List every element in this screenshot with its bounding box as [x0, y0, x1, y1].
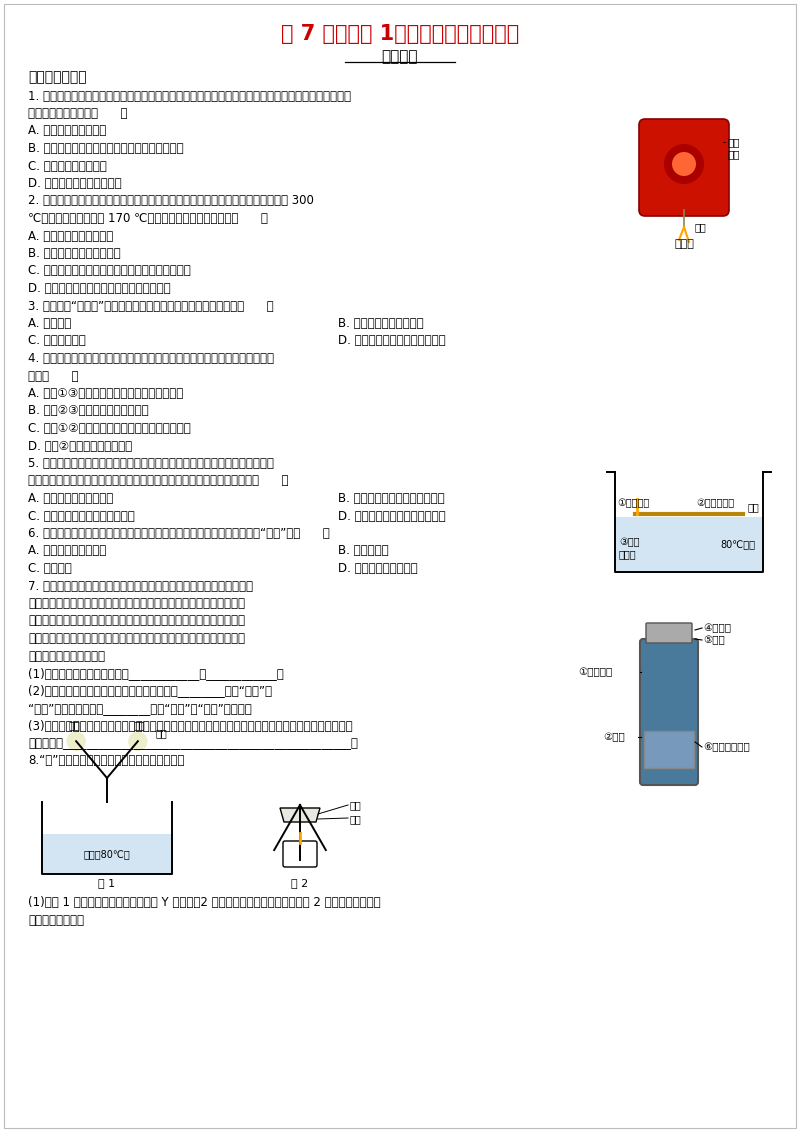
Text: 气球: 气球: [156, 728, 168, 738]
Text: ④通风口: ④通风口: [703, 623, 731, 633]
Text: (1)如图 1 所示，将白磷和红磷分装于 Y 形试管的2 个支管中，管口系牢小气球，将 2 个支管同时伸入相: (1)如图 1 所示，将白磷和红磷分装于 Y 形试管的2 个支管中，管口系牢小气…: [28, 897, 381, 909]
FancyBboxPatch shape: [640, 638, 698, 784]
Text: 的液体（主要是丁烷）在室温下被汽化释放出来，遇到锄、钒产生的火: 的液体（主要是丁烷）在室温下被汽化释放出来，遇到锄、钒产生的火: [28, 632, 245, 645]
Text: 车起火的直接原因是（      ）: 车起火的直接原因是（ ）: [28, 108, 127, 120]
Text: (1)可燃物燃烧的两个条件是：____________，____________。: (1)可燃物燃烧的两个条件是：____________，____________…: [28, 667, 284, 680]
Text: A. 散热更快: A. 散热更快: [28, 317, 71, 331]
Text: ①白磷燃烧: ①白磷燃烧: [617, 498, 650, 508]
Text: 一、燃烧的条件: 一、燃烧的条件: [28, 70, 86, 84]
Text: 6. 一个烟头可能引起一场火灾，防火要从细节做起。烟头在火灾发生中的“罪状”是（      ）: 6. 一个烟头可能引起一场火灾，防火要从细节做起。烟头在火灾发生中的“罪状”是（…: [28, 528, 330, 540]
Text: D. 现象②说明红磷不是可燃物: D. 现象②说明红磷不是可燃物: [28, 439, 132, 453]
Text: ③白磷
不燃烧: ③白磷 不燃烧: [619, 538, 639, 559]
Text: 1. 一辆严重超载货车在急速下坡时轮胎发生燃烧，导致货车起火，造成人员和财产的重大捯失。造成货: 1. 一辆严重超载货车在急速下坡时轮胎发生燃烧，导致货车起火，造成人员和财产的重…: [28, 89, 351, 103]
FancyBboxPatch shape: [639, 119, 729, 216]
Text: ②红磷不燃烧: ②红磷不燃烧: [696, 498, 734, 508]
FancyBboxPatch shape: [644, 731, 694, 767]
Text: C. 大风为燃烧提供了充足的氧气: C. 大风为燃烧提供了充足的氧气: [28, 509, 134, 523]
Text: 花燃烧起来，完成点火。: 花燃烧起来，完成点火。: [28, 650, 105, 662]
Text: 白磷: 白磷: [68, 720, 80, 730]
Text: 红磷: 红磷: [134, 720, 146, 730]
Circle shape: [664, 144, 704, 185]
Text: 同深度的热水中。: 同深度的热水中。: [28, 914, 84, 926]
Text: B. 烧着的纸提高了草木的着灯点: B. 烧着的纸提高了草木的着灯点: [338, 492, 445, 505]
Text: D. 风将热量吹散后纸质灯罩的着灯点降低了: D. 风将热量吹散后纸质灯罩的着灯点降低了: [28, 282, 170, 295]
Bar: [616, 517, 762, 572]
Text: 热水（80℃）: 热水（80℃）: [84, 849, 130, 859]
Text: ℃，但纸质（着火点约 170 ℃）灯罩却没被点燃的原因是（      ）: ℃，但纸质（着火点约 170 ℃）灯罩却没被点燃的原因是（ ）: [28, 212, 268, 225]
Text: 铁板: 铁板: [350, 814, 362, 824]
Text: D. 用水浇灭是降低燃烧物的温度: D. 用水浇灭是降低燃烧物的温度: [338, 509, 446, 523]
Text: 里的金属锄和钒就开始燃烧，迸射出火花，与此同时，保存在打火机里: 里的金属锄和钒就开始燃烧，迸射出火花，与此同时，保存在打火机里: [28, 615, 245, 627]
Text: 砂砖: 砂砖: [350, 800, 362, 811]
Text: 图 2: 图 2: [291, 878, 309, 887]
Text: A. 森林为火灾提供可燃物: A. 森林为火灾提供可燃物: [28, 492, 114, 505]
Text: C. 现象①②说明白磷的着灯点比红磷的着灯点低: C. 现象①②说明白磷的着灯点比红磷的着灯点低: [28, 422, 190, 435]
Text: 2. 古代人有在元宵节燃放孔明灯（如图）祈福的风俗。孔明灯燃气的火焰温度可达 300: 2. 古代人有在元宵节燃放孔明灯（如图）祈福的风俗。孔明灯燃气的火焰温度可达 3…: [28, 195, 314, 207]
Text: D. 制造轮胎的橡胶是可燃物: D. 制造轮胎的橡胶是可燃物: [28, 177, 122, 190]
Text: A. 使可燃物达到着灯点: A. 使可燃物达到着灯点: [28, 544, 106, 557]
Text: B. 灯罩没有与氧气充分接触: B. 灯罩没有与氧气充分接触: [28, 247, 121, 260]
Text: 锐片: 锐片: [748, 501, 760, 512]
Text: 基础达标: 基础达标: [382, 49, 418, 65]
Text: 火焰: 火焰: [695, 222, 706, 232]
Text: B. 现象②③说明物质燃烧需要氧气: B. 现象②③说明物质燃烧需要氧气: [28, 404, 149, 418]
Circle shape: [129, 732, 147, 751]
Text: 第 7 单元课题 1《燃烧和灌火》课时练: 第 7 单元课题 1《燃烧和灌火》课时练: [281, 24, 519, 44]
Text: 孔明灯: 孔明灯: [674, 239, 694, 249]
Text: B. 温度降低到着灯点以下: B. 温度降低到着灯点以下: [338, 317, 424, 331]
Text: C. 提供氧气: C. 提供氧气: [28, 561, 72, 575]
Text: 80℃热水: 80℃热水: [720, 539, 755, 549]
Text: 3. 我们看到“农家乐”灶头炉膛中柴禾架空时烧得更旺，这是因为（      ）: 3. 我们看到“农家乐”灶头炉膛中柴禾架空时烧得更旺，这是因为（ ）: [28, 300, 274, 312]
Text: 图 1: 图 1: [98, 878, 115, 887]
Text: 5. 今年清明节期间，全国各地发生多起森林火灾。原因是很多地区都还存在着: 5. 今年清明节期间，全国各地发生多起森林火灾。原因是很多地区都还存在着: [28, 457, 274, 470]
Text: B. 超载货车轮胎与道路摩擦温度升高达到着火点: B. 超载货车轮胎与道路摩擦温度升高达到着火点: [28, 142, 184, 155]
Text: D. 降低可燃物的着灯点: D. 降低可燃物的着灯点: [338, 561, 418, 575]
Text: 烧纸等落后的祭扫方式，市民祭法时烧纸錢引发火灾。下列说法错误的是（      ）: 烧纸等落后的祭扫方式，市民祭法时烧纸錢引发火灾。下列说法错误的是（ ）: [28, 474, 289, 488]
Text: A. 现象①③说明物质燃烧需要达到一定的温度: A. 现象①③说明物质燃烧需要达到一定的温度: [28, 387, 183, 400]
Text: B. 提供可燃物: B. 提供可燃物: [338, 544, 389, 557]
Bar: [43, 834, 171, 874]
Text: C. 风将热量吹散使纸质灯罩处温度低于纸的着灯点: C. 风将热量吹散使纸质灯罩处温度低于纸的着灯点: [28, 265, 190, 277]
Text: ②塑料: ②塑料: [603, 732, 625, 741]
Text: ⑤铁皮: ⑤铁皮: [703, 635, 725, 645]
Text: “较低”）；丁烷的沸点________（填“高于”或“低于”）室温。: “较低”）；丁烷的沸点________（填“高于”或“低于”）室温。: [28, 702, 252, 715]
Text: D. 柴禾与空气中氧气接触更充分: D. 柴禾与空气中氧气接触更充分: [338, 334, 446, 348]
FancyBboxPatch shape: [646, 623, 692, 643]
Text: 7. 打火机是人们在日常生活中经常使用的一种点火工具。右图所示打火: 7. 打火机是人们在日常生活中经常使用的一种点火工具。右图所示打火: [28, 580, 253, 592]
Text: C. 货车在下坡车速较快: C. 货车在下坡车速较快: [28, 160, 106, 172]
Text: ①压电陶瓷: ①压电陶瓷: [578, 667, 612, 677]
Text: 纸质: 纸质: [727, 137, 739, 147]
Text: 的是（      ）: 的是（ ）: [28, 369, 78, 383]
Polygon shape: [280, 808, 320, 822]
Text: A. 货车轮胎与空气接触: A. 货车轮胎与空气接触: [28, 125, 106, 137]
FancyBboxPatch shape: [283, 841, 317, 867]
Text: A. 灯罩的材料不是可燃物: A. 灯罩的材料不是可燃物: [28, 230, 114, 242]
Text: 灯罩: 灯罩: [727, 149, 739, 158]
Text: 机的主要工作原理是：打火时，按下打火机，带动齿轮摩擦火石，火石: 机的主要工作原理是：打火时，按下打火机，带动齿轮摩擦火石，火石: [28, 597, 245, 610]
Text: C. 使着灯点降低: C. 使着灯点降低: [28, 334, 86, 348]
Text: ⑥燃料（丁烷）: ⑥燃料（丁烷）: [703, 741, 750, 752]
Text: 主要原因是_________________________________________________。: 主要原因是___________________________________…: [28, 737, 358, 751]
Text: (2)根据上述材料判断，金属锄和钒的着灯点都________（填“较高”或: (2)根据上述材料判断，金属锄和钒的着灯点都________（填“较高”或: [28, 685, 272, 697]
Text: (3)夏天，如果把塑料外壳的打火机放在太阳底下曝晕，常会发生爆炸导致危险，请你分析打火机爆炸的: (3)夏天，如果把塑料外壳的打火机放在太阳底下曝晕，常会发生爆炸导致危险，请你分…: [28, 720, 353, 732]
Text: 4. 为探究物质的燃烧条件，某同学进行了如图所示的实验，下列有关说法正确: 4. 为探究物质的燃烧条件，某同学进行了如图所示的实验，下列有关说法正确: [28, 352, 274, 365]
Circle shape: [672, 152, 696, 175]
Text: 8.“火”的掌控与应用不断推进人类的文明发展。: 8.“火”的掌控与应用不断推进人类的文明发展。: [28, 755, 184, 767]
Circle shape: [67, 732, 85, 751]
